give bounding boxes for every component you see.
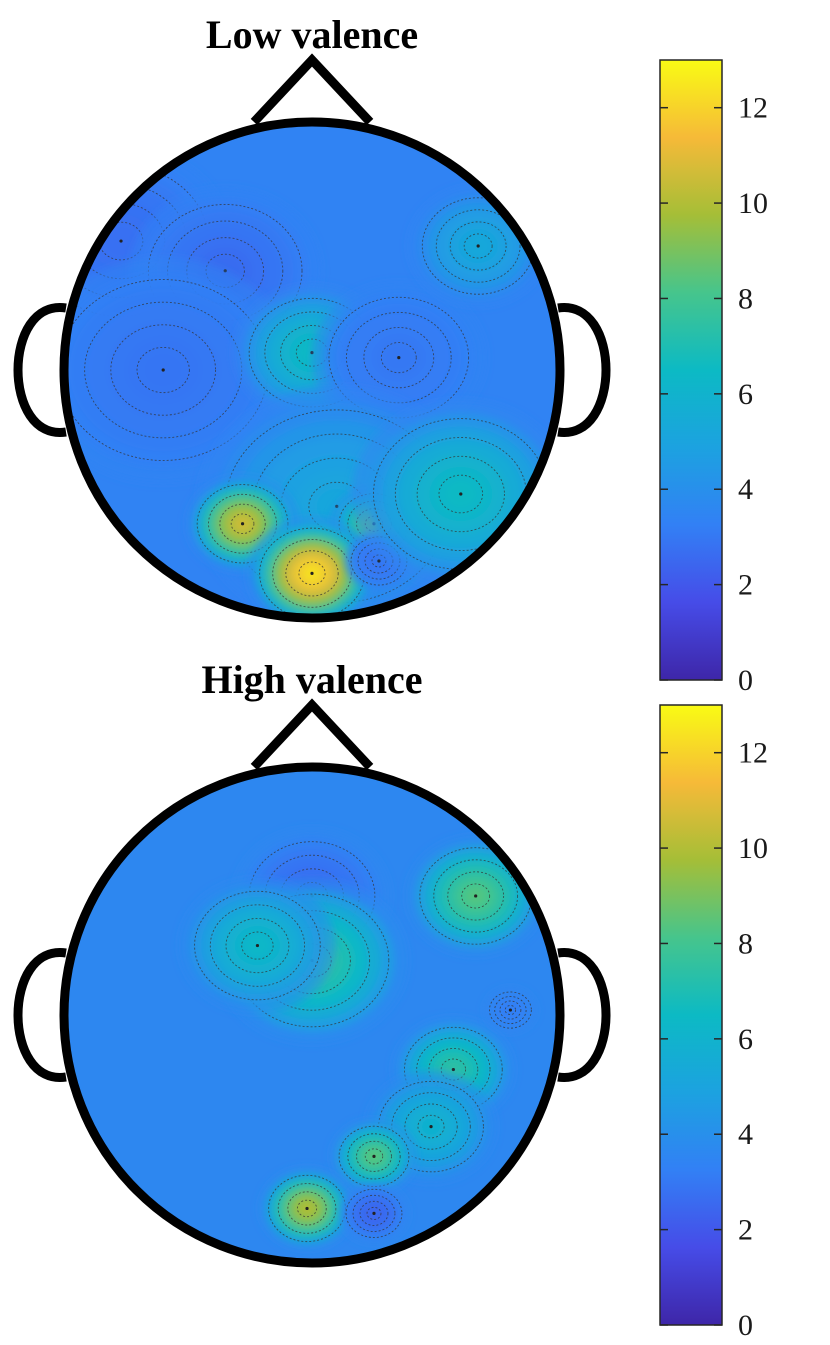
chart-title: Low valence [205, 12, 419, 57]
peak-marker [255, 943, 260, 948]
left-ear [13, 948, 67, 1082]
nose-marker [250, 698, 374, 771]
contours-6 [338, 1125, 410, 1187]
colorbar-tick-label: 10 [738, 832, 768, 865]
peak-marker [508, 1008, 512, 1012]
peak-marker [119, 239, 123, 243]
colorbar-tick-label: 2 [738, 1214, 753, 1247]
peak-marker [476, 244, 480, 248]
peak-marker [310, 571, 314, 575]
topoplot-panel-low-valence: Low valence 0 2 4 6 8 10 12 [0, 0, 830, 697]
peak-marker [372, 1154, 376, 1158]
nose-marker [250, 53, 374, 126]
colorbar-tick-label: 0 [738, 1309, 753, 1342]
colorbar [659, 59, 723, 681]
topoplot-panel-high-valence: High valence 0 2 4 6 8 10 12 [0, 645, 830, 1342]
colorbar-tick-label: 4 [738, 473, 753, 506]
peak-marker [377, 559, 381, 563]
colorbar-tick-label: 10 [738, 187, 768, 220]
colorbar-tick-label: 12 [738, 92, 768, 125]
head-outline [59, 762, 565, 1268]
peak-marker [240, 522, 245, 526]
colorbar-tick-label: 6 [738, 1023, 753, 1056]
chart-title: High valence [201, 657, 423, 702]
colorbar-tick-label: 12 [738, 737, 768, 770]
colorbar-tick-label: 2 [738, 569, 753, 602]
contours-3 [194, 890, 321, 1001]
peak-marker [459, 492, 463, 496]
peak-marker [161, 368, 165, 372]
colorbar [659, 704, 723, 1326]
head-outline [59, 117, 565, 623]
peak-marker [397, 356, 401, 360]
peak-marker [305, 1206, 309, 1211]
peak-marker [474, 894, 478, 898]
right-ear [557, 948, 611, 1082]
contours-8 [345, 1188, 403, 1238]
colorbar-tick-label: 4 [738, 1118, 753, 1151]
left-ear [13, 303, 67, 437]
scalp-field [64, 767, 560, 1263]
right-ear [557, 303, 611, 437]
colorbar-tick-label: 0 [738, 664, 753, 697]
topoplot-svg: 0 2 4 6 8 10 12 [13, 698, 768, 1342]
colorbar-tick-label: 8 [738, 927, 753, 960]
colorbar-tick-label: 8 [738, 282, 753, 315]
peak-marker [429, 1125, 433, 1129]
peak-marker [372, 1211, 376, 1215]
topoplot-svg: 0 2 4 6 8 10 12 [13, 53, 768, 697]
colorbar-tick-label: 6 [738, 378, 753, 411]
peak-marker [451, 1067, 455, 1072]
